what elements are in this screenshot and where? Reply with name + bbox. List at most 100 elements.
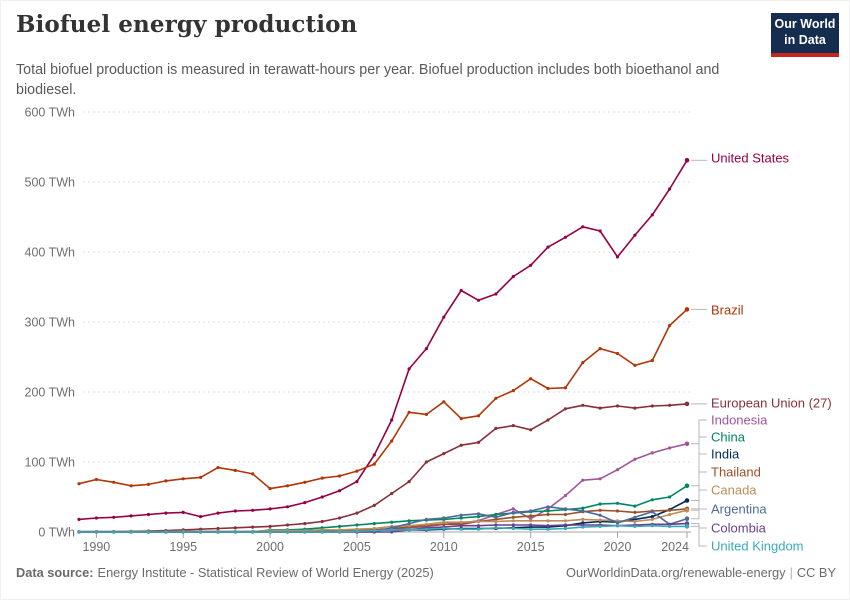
series-point-european-union-27-2006 <box>372 503 376 507</box>
legend-label-brazil[interactable]: Brazil <box>711 303 744 318</box>
series-point-united-kingdom-2014 <box>511 526 515 531</box>
series-point-argentina-2022 <box>650 510 654 514</box>
series-point-united-states-2001 <box>285 505 290 509</box>
legend-label-canada[interactable]: Canada <box>711 483 757 498</box>
series-point-united-kingdom-2016 <box>546 527 550 531</box>
series-point-indonesia-2021 <box>633 457 637 461</box>
series-point-united-states-1992 <box>129 514 133 518</box>
y-axis-label-600: 600 TWh <box>25 106 76 120</box>
series-point-canada-2016 <box>546 519 550 523</box>
series-point-india-2022 <box>650 515 654 519</box>
series-point-united-kingdom-2005 <box>355 529 359 533</box>
series-point-united-kingdom-1991 <box>112 530 116 534</box>
series-point-united-states-1999 <box>251 508 255 512</box>
legend-label-united-kingdom[interactable]: United Kingdom <box>711 539 804 554</box>
series-point-brazil-2017 <box>563 386 568 390</box>
series-point-european-union-27-2020 <box>615 404 620 408</box>
legend-label-argentina[interactable]: Argentina <box>711 502 767 517</box>
series-point-brazil-2019 <box>598 347 602 351</box>
series-point-brazil-1997 <box>216 466 220 470</box>
series-line-brazil[interactable] <box>78 308 688 490</box>
series-point-brazil-2015 <box>529 377 533 381</box>
series-point-china-2022 <box>650 498 654 502</box>
series-point-argentina-2009 <box>424 517 428 522</box>
series-point-china-2011 <box>459 516 463 520</box>
series-point-european-union-27-2004 <box>338 516 342 520</box>
series-point-brazil-2004 <box>338 474 342 478</box>
label-connector-indonesia <box>691 419 707 445</box>
series-point-brazil-1994 <box>164 479 168 483</box>
series-point-brazil-1990 <box>94 477 98 482</box>
legend-label-european-union-27[interactable]: European Union (27) <box>711 396 832 411</box>
series-point-canada-2010 <box>442 520 446 524</box>
series-point-united-kingdom-2020 <box>615 524 620 528</box>
series-point-argentina-2018 <box>581 509 585 513</box>
series-point-thailand-2021 <box>633 510 637 514</box>
series-point-united-states-2015 <box>529 263 533 267</box>
series-point-argentina-2024 <box>684 516 690 521</box>
legend-label-india[interactable]: India <box>711 447 740 462</box>
series-point-indonesia-2022 <box>650 451 654 455</box>
series-point-indonesia-2019 <box>598 477 602 481</box>
series-point-united-states-1997 <box>216 511 220 515</box>
owid-logo[interactable]: Our World in Data <box>771 13 839 57</box>
series-point-united-kingdom-2007 <box>390 528 394 532</box>
series-point-united-kingdom-2012 <box>476 527 481 531</box>
legend-label-united-states[interactable]: United States <box>711 151 790 166</box>
series-line-united-states[interactable] <box>78 159 688 521</box>
series-point-argentina-2020 <box>615 521 620 525</box>
series-point-european-union-27-2001 <box>285 523 290 527</box>
series-point-argentina-2019 <box>598 513 602 517</box>
series-point-united-kingdom-2000 <box>268 530 272 534</box>
series-line-indonesia[interactable] <box>78 443 688 533</box>
series-point-united-states-2004 <box>338 489 342 493</box>
x-axis-label-2010: 2010 <box>430 540 458 554</box>
series-point-united-states-2013 <box>494 292 498 296</box>
series-point-united-states-2010 <box>442 315 446 319</box>
legend-label-china[interactable]: China <box>711 430 746 445</box>
series-point-united-states-1993 <box>146 512 151 517</box>
series-point-brazil-2000 <box>268 487 272 491</box>
series-point-united-states-2019 <box>598 229 602 233</box>
series-point-united-states-1989 <box>77 517 81 522</box>
data-source-label: Data source: <box>16 565 94 580</box>
series-point-european-union-27-2002 <box>303 522 307 526</box>
series-point-argentina-2017 <box>563 507 568 511</box>
series-point-indonesia-2017 <box>563 494 568 498</box>
series-line-united-kingdom[interactable] <box>78 524 688 533</box>
label-connector-argentina <box>691 508 707 520</box>
x-axis-label-2005: 2005 <box>343 540 371 554</box>
legend-label-indonesia[interactable]: Indonesia <box>711 413 768 428</box>
legend-label-colombia[interactable]: Colombia <box>711 521 767 536</box>
footer-links: OurWorldinData.org/renewable-energy | CC B… <box>566 565 836 580</box>
series-point-united-states-2000 <box>268 507 272 511</box>
series-point-argentina-2010 <box>442 516 446 520</box>
series-point-united-states-2007 <box>390 418 394 422</box>
series-point-brazil-1989 <box>77 482 81 486</box>
x-axis-label-2020: 2020 <box>604 540 632 554</box>
x-axis-label-1995: 1995 <box>169 540 197 554</box>
legend-label-thailand[interactable]: Thailand <box>711 465 761 480</box>
series-point-united-states-2011 <box>459 288 463 293</box>
series-point-brazil-2024 <box>684 307 690 312</box>
chart-subtitle: Total biofuel production is measured in … <box>16 62 720 99</box>
series-point-brazil-2010 <box>442 400 446 404</box>
series-point-brazil-1999 <box>251 472 255 476</box>
series-line-european-union-27[interactable] <box>78 403 688 533</box>
series-point-united-kingdom-1999 <box>251 530 255 534</box>
series-point-brazil-2014 <box>511 389 515 393</box>
series-point-brazil-2023 <box>668 323 672 328</box>
series-point-united-kingdom-2004 <box>338 530 342 534</box>
series-point-european-union-27-2014 <box>511 424 515 428</box>
series-point-canada-2024 <box>684 508 690 513</box>
series-point-united-kingdom-2023 <box>668 524 672 529</box>
owid-url-link[interactable]: OurWorldinData.org/renewable-energy <box>566 565 786 580</box>
series-point-united-states-2024 <box>684 158 690 163</box>
footer-separator: | <box>789 565 793 580</box>
series-point-united-states-2016 <box>546 245 550 249</box>
series-point-european-union-27-2007 <box>390 491 394 496</box>
series-point-argentina-2013 <box>494 515 498 519</box>
series-point-thailand-2020 <box>615 509 620 513</box>
series-point-european-union-27-2011 <box>459 443 463 447</box>
license-link[interactable]: CC BY <box>796 565 836 580</box>
